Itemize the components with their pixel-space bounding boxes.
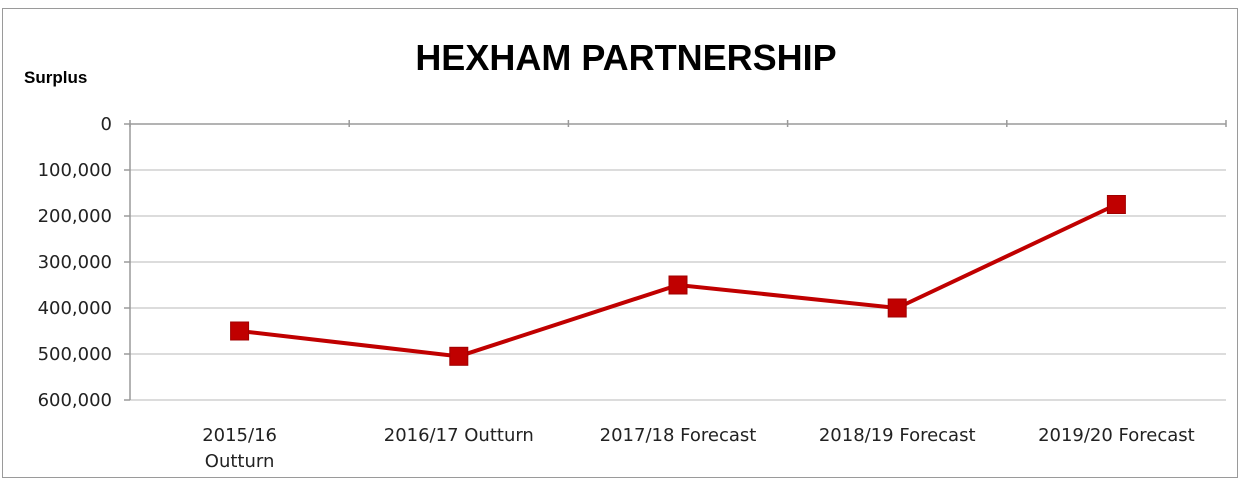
data-point-marker — [230, 321, 250, 341]
y-tick-label: 300,000 — [38, 252, 112, 273]
data-point-marker — [1106, 195, 1126, 214]
x-category-label: 2016/17 Outturn — [384, 425, 534, 446]
y-tick-label: 200,000 — [38, 206, 112, 227]
data-point-marker — [887, 298, 907, 318]
y-tick-label: 600,000 — [38, 390, 112, 411]
x-category-label: 2015/16 Outturn — [202, 425, 277, 472]
y-axis-label: Surplus — [24, 68, 87, 87]
data-point-marker — [668, 275, 688, 295]
x-category-label: 2019/20 Forecast — [1038, 425, 1195, 446]
chart-title: HEXHAM PARTNERSHIP — [415, 37, 836, 78]
x-category-label: 2017/18 Forecast — [600, 425, 757, 446]
y-tick-label: 100,000 — [38, 160, 112, 181]
y-tick-label: 0 — [101, 114, 112, 135]
data-point-marker — [449, 346, 469, 366]
y-tick-label: 500,000 — [38, 344, 112, 365]
y-tick-label: 400,000 — [38, 298, 112, 319]
x-category-label: 2018/19 Forecast — [819, 425, 976, 446]
